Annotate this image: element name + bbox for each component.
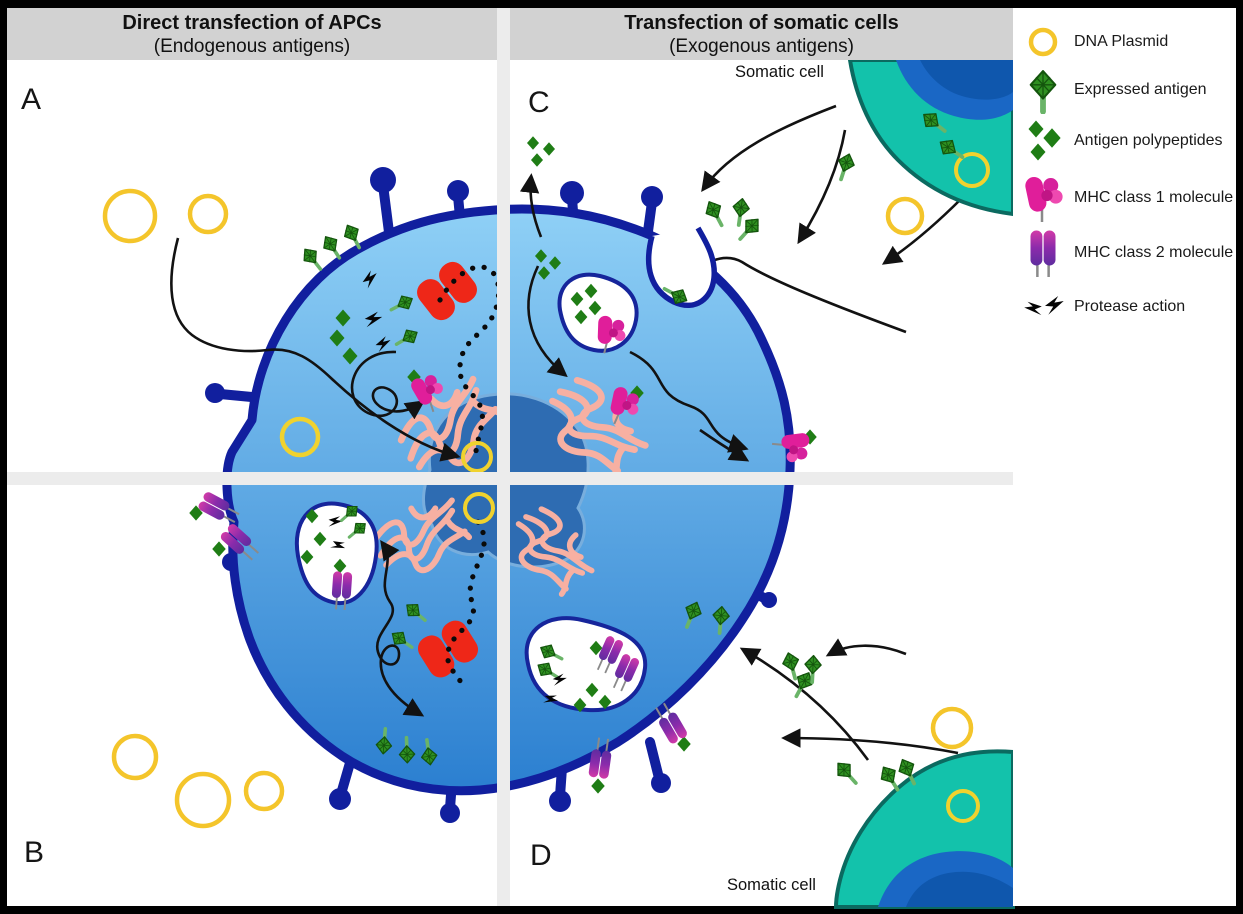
legend-row-antigen-polypeptides: Antigen polypeptides [1021, 119, 1223, 163]
somatic-transfer-arrow-d2 [739, 647, 870, 761]
er-to-membrane-arrow-c2 [699, 428, 750, 462]
legend-row-mhc-class-2: MHC class 2 molecule [1021, 229, 1234, 277]
somatic-cell-top [847, 58, 1015, 236]
column-header-left: Direct transfection of APCs (Endogenous … [7, 8, 497, 60]
column-header-left-title: Direct transfection of APCs [122, 11, 382, 34]
membrane-invagination-c [645, 226, 717, 309]
somatic-cell-bottom [833, 706, 1015, 909]
protease-action-icon [1021, 283, 1065, 331]
legend-row-dna-plasmid: DNA Plasmid [1021, 20, 1168, 64]
legend-label: MHC class 2 molecule [1074, 244, 1234, 261]
dotted-trail-b [445, 519, 487, 693]
divider-horizontal [7, 472, 1013, 485]
legend: DNA Plasmid Expressed antigen Antigen po… [1013, 8, 1236, 906]
wavy-arrow-b [375, 540, 425, 717]
legend-row-mhc-class-1: MHC class 1 molecule [1021, 174, 1234, 222]
header-bar-right [510, 8, 1013, 60]
legend-label: Protease action [1074, 298, 1186, 315]
expressed-antigen-icon [1021, 66, 1065, 114]
somatic-transfer-arrow-c1 [701, 104, 837, 192]
divider-vertical [497, 8, 510, 906]
somatic-transfer-arrow-c3 [881, 197, 963, 265]
legend-background [1013, 8, 1236, 906]
mhc-class-1-icon [1021, 174, 1065, 222]
dotted-trail-a [437, 264, 502, 459]
legend-row-expressed-antigen: Expressed antigen [1021, 68, 1207, 112]
somatic-cell-label-top: Somatic cell [735, 63, 824, 81]
legend-label: Antigen polypeptides [1074, 132, 1223, 149]
panel-label-d: D [530, 839, 552, 872]
somatic-transfer-arrow-c2 [797, 129, 847, 245]
header-bar-left [7, 8, 497, 60]
er-to-membrane-arrow-c [629, 350, 749, 453]
column-header-right-title: Transfection of somatic cells [624, 11, 899, 34]
antigen-release-arrow-c [519, 173, 543, 238]
legend-label: Expressed antigen [1074, 81, 1207, 98]
somatic-transfer-arrow-d1 [825, 638, 907, 657]
endosome-c [557, 272, 639, 353]
column-header-right-subtitle: (Exogenous antigens) [669, 35, 854, 57]
endosome-d [524, 616, 648, 713]
panel-label-b: B [24, 836, 45, 869]
antigen-polypeptides-icon [1021, 117, 1065, 165]
panel-label-c: C [528, 86, 550, 119]
panel-b-molecules [111, 489, 495, 829]
column-header-left-subtitle: (Endogenous antigens) [153, 35, 351, 57]
endosome-to-er-arrow-c [527, 265, 568, 378]
loop-arrow-a [350, 350, 426, 420]
mhc-class-2-icon [1021, 229, 1065, 277]
legend-label: MHC class 1 molecule [1074, 189, 1234, 206]
somatic-transfer-arrow-d3 [781, 728, 959, 755]
panel-a-molecules [102, 188, 493, 473]
legend-row-protease-action: Protease action [1021, 285, 1185, 329]
panel-c-molecules [527, 136, 859, 465]
panel-label-a: A [21, 83, 42, 116]
dna-plasmid-icon [1021, 18, 1065, 66]
somatic-cell-label-bottom: Somatic cell [727, 876, 816, 894]
legend-label: DNA Plasmid [1074, 33, 1169, 50]
column-header-right: Transfection of somatic cells (Exogenous… [510, 8, 1013, 60]
